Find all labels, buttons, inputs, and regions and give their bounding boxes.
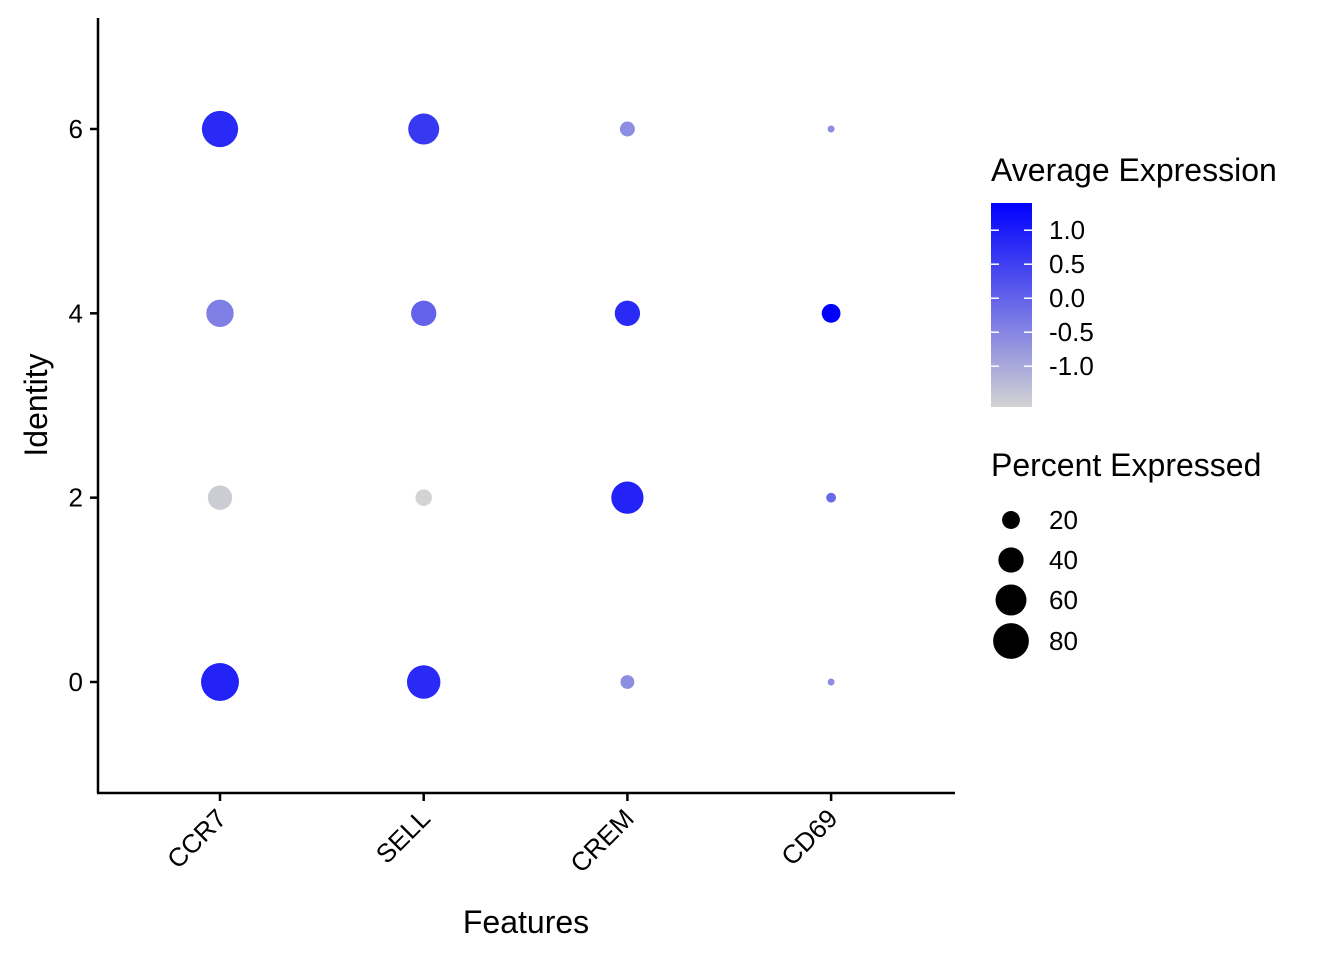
- x-axis-title: Features: [463, 904, 589, 940]
- y-tick-label: 6: [69, 114, 83, 144]
- color-legend: Average Expression 1.0 0.5 0.0 -0.5 -1.0: [991, 152, 1277, 407]
- dot-ccr7-identity-4: [206, 299, 234, 328]
- color-tick-label: -0.5: [1049, 317, 1094, 347]
- dot-sell-identity-6: [408, 113, 440, 145]
- size-legend: Percent Expressed 20 40 60 80: [991, 447, 1261, 659]
- color-tick-label: 0.5: [1049, 249, 1085, 279]
- dot-cd69-identity-0: [827, 678, 835, 686]
- x-tick-label-cd69: CD69: [775, 803, 843, 871]
- size-key-dot: [998, 547, 1024, 573]
- color-legend-title: Average Expression: [991, 152, 1277, 188]
- y-axis-title: Identity: [18, 353, 54, 456]
- x-ticks: CCR7 SELL CREM CD69: [161, 793, 843, 878]
- dot-crem-identity-4: [614, 300, 641, 326]
- dot-ccr7-identity-0: [201, 663, 239, 701]
- dot-crem-identity-2: [611, 481, 644, 514]
- x-tick-label-sell: SELL: [370, 803, 436, 869]
- dot-cd69-identity-4: [821, 303, 841, 323]
- dot-ccr7-identity-2: [207, 485, 233, 510]
- color-tick-label: 1.0: [1049, 215, 1085, 245]
- x-tick-label-ccr7: CCR7: [161, 803, 232, 874]
- color-legend-ticks: 1.0 0.5 0.0 -0.5 -1.0: [991, 215, 1094, 381]
- dot-cd69-identity-6: [827, 125, 835, 133]
- dot-sell-identity-0: [406, 665, 441, 699]
- color-bar: [991, 203, 1032, 407]
- y-tick-label: 4: [69, 298, 83, 328]
- size-key-label: 40: [1049, 545, 1078, 575]
- size-key-label: 80: [1049, 626, 1078, 656]
- dot-sell-identity-4: [411, 300, 437, 326]
- dots: [201, 110, 841, 701]
- dot-cd69-identity-2: [826, 492, 836, 503]
- y-tick-label: 2: [69, 483, 83, 513]
- dot-ccr7-identity-6: [201, 110, 239, 148]
- dot-crem-identity-6: [619, 121, 635, 137]
- size-key-label: 20: [1049, 505, 1078, 535]
- size-key-label: 60: [1049, 585, 1078, 615]
- y-ticks: 0 2 4 6: [69, 114, 98, 697]
- size-legend-keys: 20 40 60 80: [993, 505, 1078, 659]
- color-tick-label: 0.0: [1049, 283, 1085, 313]
- size-key-dot: [993, 623, 1029, 659]
- size-key-dot: [1002, 511, 1020, 529]
- y-tick-label: 0: [69, 667, 83, 697]
- dot-sell-identity-2: [415, 489, 432, 506]
- x-tick-label-crem: CREM: [564, 803, 639, 878]
- size-legend-title: Percent Expressed: [991, 447, 1261, 483]
- color-tick-label: -1.0: [1049, 351, 1094, 381]
- dot-crem-identity-0: [620, 675, 635, 689]
- size-key-dot: [995, 584, 1027, 616]
